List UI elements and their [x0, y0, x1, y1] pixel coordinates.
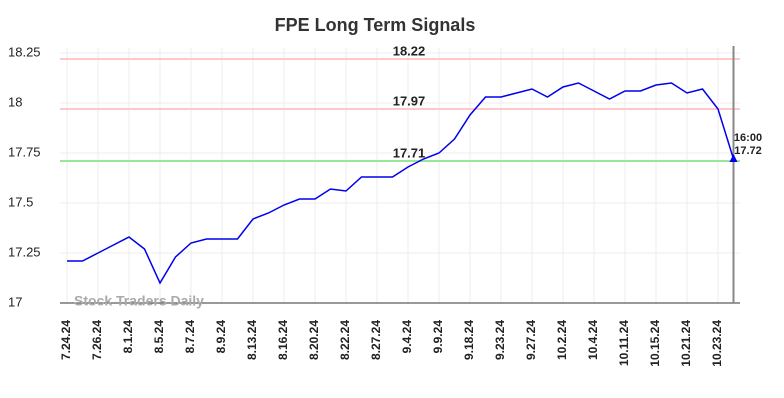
x-tick-label: 10.2.24	[555, 320, 569, 360]
x-tick-label: 10.23.24	[710, 320, 724, 367]
x-tick-label: 10.11.24	[617, 320, 631, 366]
x-tick-label: 8.22.24	[338, 320, 352, 360]
y-tick-label: 17	[8, 294, 22, 309]
x-tick-label: 8.5.24	[152, 320, 166, 354]
x-tick-label: 10.15.24	[648, 320, 662, 367]
x-tick-label: 9.23.24	[493, 320, 507, 360]
x-tick-label: 8.7.24	[183, 320, 197, 354]
x-tick-label: 8.27.24	[369, 320, 383, 360]
x-tick-label: 8.16.24	[276, 320, 290, 360]
price-line	[67, 82, 735, 285]
chart-title: FPE Long Term Signals	[275, 15, 476, 35]
x-tick-label: 8.9.24	[214, 320, 228, 354]
x-tick-label: 7.26.24	[90, 320, 104, 360]
end-time: 16:00	[734, 132, 762, 144]
x-tick-label: 8.1.24	[121, 320, 135, 354]
x-tick-label: 9.4.24	[400, 320, 414, 354]
y-tick-label: 17.75	[8, 144, 41, 159]
y-tick-label: 17.5	[8, 194, 33, 209]
last-marker	[729, 154, 738, 162]
x-tick-label: 8.20.24	[307, 320, 321, 360]
last-value-label: 17.72	[734, 145, 762, 157]
y-tick-label: 17.25	[8, 244, 41, 259]
x-tick-label: 10.4.24	[586, 320, 600, 360]
watermark: Stock Traders Daily	[74, 293, 204, 309]
y-tick-label: 18.25	[8, 44, 41, 59]
x-tick-label: 10.21.24	[679, 320, 693, 367]
signal-label: 17.71	[393, 145, 426, 160]
x-tick-label: 7.24.24	[59, 320, 73, 360]
x-tick-label: 9.9.24	[431, 320, 445, 354]
x-tick-label: 8.13.24	[245, 320, 259, 360]
x-tick-label: 9.18.24	[462, 320, 476, 360]
x-tick-label: 9.27.24	[524, 320, 538, 360]
signal-label: 17.97	[393, 93, 426, 108]
signal-label: 18.22	[393, 43, 426, 58]
y-tick-label: 18	[8, 94, 22, 109]
